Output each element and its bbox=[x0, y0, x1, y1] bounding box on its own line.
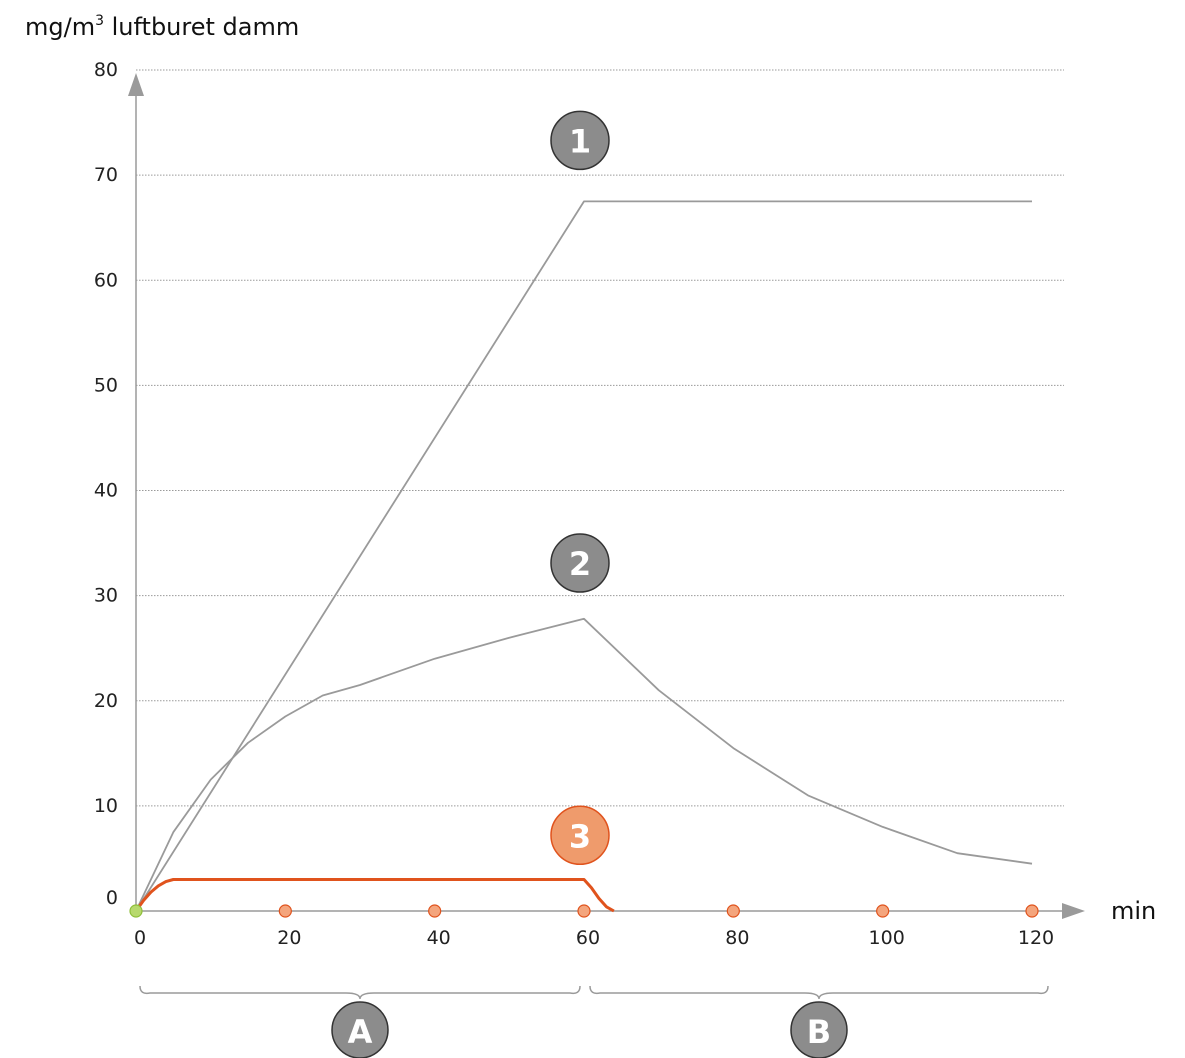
svg-text:A: A bbox=[348, 1013, 373, 1051]
y-axis-arrow bbox=[128, 73, 144, 96]
series-badge-2: 2 bbox=[550, 533, 610, 593]
bracket-A bbox=[139, 985, 581, 1000]
y-tick-label: 80 bbox=[94, 59, 118, 81]
axes bbox=[128, 73, 1085, 919]
time-marker bbox=[726, 904, 740, 918]
time-marker bbox=[577, 904, 591, 918]
y-tick-label: 60 bbox=[94, 269, 118, 291]
svg-text:3: 3 bbox=[569, 817, 591, 855]
svg-text:1: 1 bbox=[569, 122, 591, 160]
series-line-2 bbox=[135, 617, 1033, 912]
series-badge-3: 3 bbox=[550, 805, 610, 866]
grid bbox=[136, 69, 1064, 807]
y-tick-label: 30 bbox=[94, 585, 118, 607]
x-tick-labels: 0 20 40 60 80 100 120 bbox=[134, 927, 1054, 949]
y-tick-label: 10 bbox=[94, 795, 118, 817]
series-badges: 1 2 3 bbox=[550, 110, 610, 866]
y-tick-label: 20 bbox=[94, 690, 118, 712]
series-line-1 bbox=[135, 200, 1032, 912]
x-tick-label: 120 bbox=[1018, 927, 1054, 949]
time-marker bbox=[428, 904, 442, 918]
svg-text:B: B bbox=[807, 1013, 831, 1051]
x-tick-label: 60 bbox=[576, 927, 600, 949]
bracket-badge-A: A bbox=[331, 1001, 389, 1058]
origin-marker bbox=[129, 904, 143, 918]
x-tick-label: 0 bbox=[134, 927, 146, 949]
series-lines bbox=[134, 200, 1033, 913]
series-line-3 bbox=[134, 878, 615, 913]
time-marker bbox=[278, 904, 292, 918]
x-tick-label: 20 bbox=[277, 927, 301, 949]
y-tick-label: 0 bbox=[106, 887, 118, 909]
y-tick-labels: 0 10 20 30 40 50 60 70 80 bbox=[94, 59, 118, 909]
y-axis-title: mg/m3 luftburet damm bbox=[25, 13, 299, 41]
series-badge-1: 1 bbox=[550, 110, 610, 171]
bracket-badge-B: B bbox=[790, 1001, 848, 1058]
x-axis-title: min bbox=[1111, 897, 1156, 925]
y-tick-label: 50 bbox=[94, 374, 118, 396]
x-tick-label: 40 bbox=[427, 927, 451, 949]
x-tick-label: 100 bbox=[869, 927, 905, 949]
point-markers bbox=[129, 904, 1039, 918]
svg-text:2: 2 bbox=[569, 545, 591, 583]
y-tick-label: 70 bbox=[94, 164, 118, 186]
bracket-B bbox=[589, 985, 1049, 1000]
time-marker bbox=[1025, 904, 1039, 918]
x-tick-label: 80 bbox=[725, 927, 749, 949]
time-marker bbox=[876, 904, 890, 918]
x-axis-arrow bbox=[1062, 903, 1085, 919]
y-tick-label: 40 bbox=[94, 480, 118, 502]
